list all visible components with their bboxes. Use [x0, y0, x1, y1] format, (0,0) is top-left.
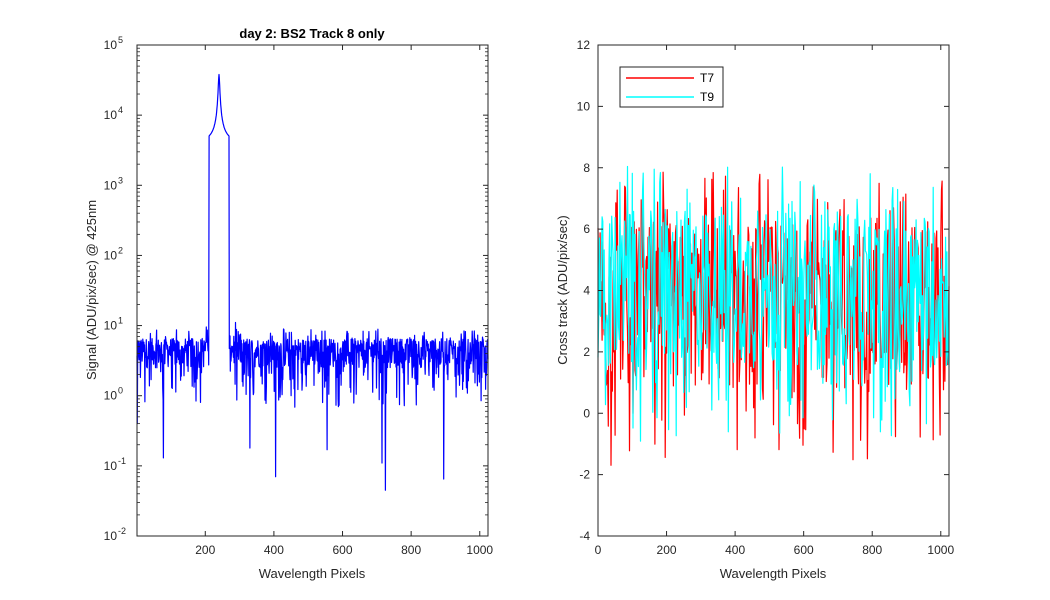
- y-tick-exponent-left: -2: [118, 526, 126, 536]
- y-tick-exponent-left: 3: [118, 175, 123, 185]
- x-tick-label-left: 1000: [466, 543, 493, 557]
- x-tick-label-right: 0: [595, 543, 602, 557]
- y-tick-exponent-left: 2: [118, 245, 123, 255]
- y-tick-label-left: 10: [104, 319, 118, 333]
- x-tick-label-right: 600: [794, 543, 814, 557]
- y-tick-label-left: 10: [104, 108, 118, 122]
- y-tick-exponent-left: 0: [118, 386, 123, 396]
- y-tick-label-left: 10: [104, 248, 118, 262]
- x-tick-label-left: 600: [333, 543, 353, 557]
- x-tick-label-right: 1000: [927, 543, 954, 557]
- y-tick-label-right: 8: [583, 161, 590, 175]
- y-axis-label-left: Signal (ADU/pix/sec) @ 425nm: [84, 200, 99, 380]
- y-tick-exponent-left: 4: [118, 105, 123, 115]
- x-axis-label-left: Wavelength Pixels: [259, 566, 366, 581]
- series-line-t9: [597, 165, 950, 442]
- y-tick-exponent-left: -1: [118, 456, 126, 466]
- y-tick-label-right: 10: [577, 99, 591, 113]
- x-tick-label-left: 200: [195, 543, 215, 557]
- axes-box-right: [597, 44, 950, 537]
- legend-box: [619, 66, 724, 108]
- x-tick-label-left: 800: [401, 543, 421, 557]
- x-tick-label-right: 200: [657, 543, 677, 557]
- plot-area-left: [137, 45, 488, 536]
- y-tick-exponent-left: 5: [118, 35, 123, 45]
- x-tick-label-right: 800: [862, 543, 882, 557]
- y-tick-exponent-left: 1: [118, 316, 123, 326]
- x-tick-label-right: 400: [725, 543, 745, 557]
- series-line-signal: [136, 73, 489, 491]
- y-tick-label-right: -2: [579, 468, 590, 482]
- y-tick-label-left: 10: [104, 459, 118, 473]
- chart-signal: day 2: BS2 Track 8 only 200 400 600 800 1000…: [84, 26, 493, 581]
- chart-cross-track: 0 200 400 600 800 1000 -4 -2 0 2 4 6 8 10 12 Waveleng…: [555, 38, 954, 581]
- chart-title: day 2: BS2 Track 8 only: [239, 26, 385, 41]
- y-tick-label-left: 10: [104, 38, 118, 52]
- axes-box-left: [136, 44, 489, 537]
- y-tick-label-left: 10: [104, 178, 118, 192]
- x-ticks-left: 200 400 600 800 1000: [195, 45, 493, 557]
- x-tick-label-left: 400: [264, 543, 284, 557]
- y-tick-label-right: 6: [583, 222, 590, 236]
- y-tick-label-left: 10: [104, 529, 118, 543]
- legend-label-t7: T7: [700, 71, 714, 85]
- legend: T7 T9: [619, 66, 724, 108]
- y-tick-label-right: 2: [583, 345, 590, 359]
- y-ticks-right: -4 -2 0 2 4 6 8 10 12: [577, 38, 949, 543]
- y-tick-label-left: 10: [104, 389, 118, 403]
- y-tick-label-right: 4: [583, 284, 590, 298]
- x-axis-label-right: Wavelength Pixels: [720, 566, 827, 581]
- y-tick-label-right: 0: [583, 406, 590, 420]
- y-tick-label-right: -4: [579, 529, 590, 543]
- y-axis-label-right: Cross track (ADU/pix/sec): [555, 215, 570, 365]
- legend-label-t9: T9: [700, 90, 714, 104]
- y-tick-label-right: 12: [577, 38, 591, 52]
- x-ticks-right: 0 200 400 600 800 1000: [595, 45, 954, 557]
